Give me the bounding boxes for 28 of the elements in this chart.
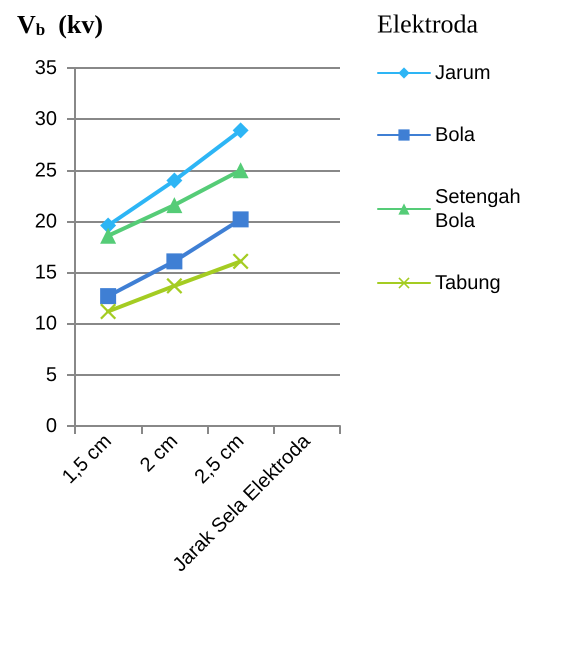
legend-label: Setengah Bola bbox=[435, 186, 526, 232]
y-tick-label: 10 bbox=[34, 312, 57, 335]
y-tick-label: 35 bbox=[34, 57, 57, 79]
y-tick-label: 20 bbox=[34, 210, 57, 232]
x-tick-label: 1,5 cm bbox=[58, 430, 116, 488]
legend-label: Tabung bbox=[435, 272, 501, 294]
y-tick-label: 5 bbox=[46, 364, 57, 386]
point bbox=[100, 303, 116, 320]
y-tick-label: 30 bbox=[34, 108, 57, 130]
point bbox=[100, 228, 116, 244]
x-tick-label: 2 cm bbox=[136, 430, 182, 476]
legend-label: Bola bbox=[435, 124, 476, 146]
y-tick-label: 25 bbox=[34, 159, 57, 182]
y-tick-label: 0 bbox=[46, 415, 57, 437]
y-axis-title: Vb (kv) bbox=[17, 10, 104, 39]
point bbox=[100, 288, 116, 304]
point bbox=[166, 278, 182, 294]
point bbox=[166, 253, 182, 270]
point bbox=[232, 211, 249, 228]
y-tick-label: 15 bbox=[34, 262, 57, 284]
point bbox=[100, 218, 116, 234]
point bbox=[232, 122, 249, 138]
point bbox=[232, 162, 249, 178]
point bbox=[166, 172, 182, 189]
point bbox=[166, 197, 182, 214]
legend-title: Elektroda bbox=[377, 10, 479, 38]
point bbox=[232, 253, 249, 270]
legend-label: Jarum bbox=[435, 62, 491, 84]
